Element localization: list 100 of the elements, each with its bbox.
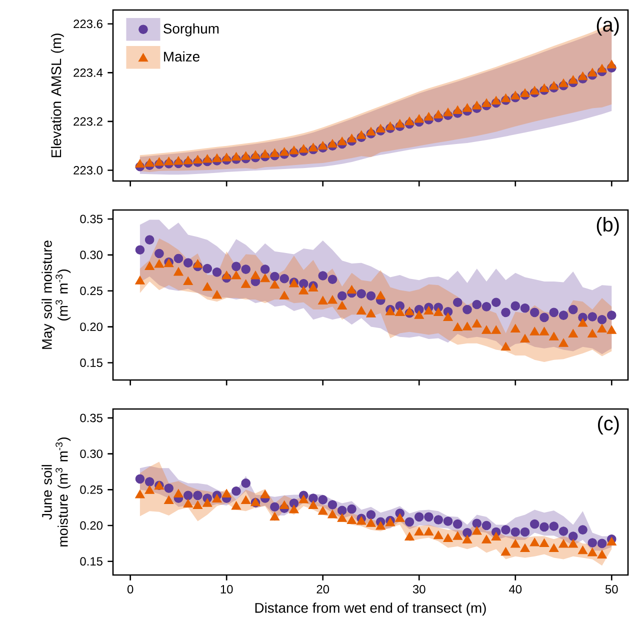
point [491, 96, 501, 104]
point [558, 526, 568, 536]
point [346, 134, 357, 142]
point [549, 308, 559, 318]
point [434, 515, 444, 524]
point [183, 499, 193, 508]
point [328, 274, 338, 284]
point [510, 324, 520, 332]
point [606, 310, 616, 320]
point [193, 490, 202, 500]
point [202, 282, 212, 291]
point [232, 486, 241, 496]
y-tick-label: 0.20 [80, 322, 103, 332]
legend-label: Maize [164, 51, 200, 62]
point [482, 325, 492, 334]
y-tick-label: 0.15 [80, 358, 102, 367]
point [144, 477, 154, 486]
point [308, 500, 318, 509]
point [472, 526, 482, 535]
y-tick-label: 223.6 [74, 20, 102, 28]
point [174, 254, 184, 264]
point [501, 525, 510, 534]
point [212, 290, 222, 299]
point [231, 501, 242, 510]
point [606, 537, 617, 546]
point [222, 489, 232, 498]
point [539, 84, 550, 92]
point [202, 264, 212, 274]
point [183, 490, 193, 500]
point [347, 504, 356, 514]
point [414, 527, 424, 536]
point [452, 322, 462, 332]
point [366, 308, 376, 318]
point [539, 538, 550, 547]
point [588, 329, 598, 338]
point [549, 544, 559, 552]
point [328, 139, 338, 148]
point [597, 324, 607, 332]
point [549, 81, 559, 90]
point [520, 334, 530, 343]
point [298, 279, 308, 288]
point [328, 510, 338, 518]
point [404, 517, 414, 527]
point [222, 152, 232, 162]
point [240, 495, 251, 504]
point [510, 301, 520, 311]
point [346, 516, 357, 524]
point [135, 159, 145, 168]
point [578, 525, 588, 534]
point [356, 516, 366, 525]
point [491, 298, 501, 308]
point [462, 103, 472, 112]
y-axis-title: Elevation AMSL (m) [50, 34, 64, 158]
point [212, 268, 222, 277]
point [443, 533, 453, 542]
point [588, 312, 598, 322]
point [164, 484, 174, 493]
point [443, 108, 453, 116]
point [154, 248, 164, 258]
point [414, 512, 424, 522]
point [164, 495, 174, 504]
point [424, 512, 434, 522]
point [578, 72, 588, 80]
y-axis-title: June soil moisture (m$^{3}$ m$^{-3}$) [42, 438, 71, 546]
point [520, 544, 530, 552]
point [568, 539, 578, 548]
point [597, 314, 607, 324]
point [482, 98, 492, 107]
point [452, 519, 462, 529]
point [500, 94, 511, 102]
point [135, 490, 145, 498]
y-tick-label: 0.20 [80, 521, 103, 530]
point [558, 539, 568, 548]
point [318, 296, 328, 304]
point [135, 474, 145, 484]
x-tick-label: 30 [412, 585, 426, 594]
point [183, 276, 193, 286]
point [260, 264, 270, 274]
point [240, 151, 251, 160]
point [462, 304, 472, 314]
point [154, 259, 164, 268]
point [597, 64, 607, 73]
point [568, 75, 578, 84]
point [183, 258, 193, 268]
point [212, 494, 222, 503]
point [260, 274, 270, 282]
point [270, 502, 280, 512]
point [501, 308, 510, 318]
point [328, 295, 338, 304]
point [472, 518, 482, 528]
point [270, 280, 280, 289]
point [395, 513, 405, 522]
point [395, 307, 405, 316]
point [298, 494, 308, 504]
point [491, 532, 501, 541]
point [462, 534, 472, 544]
point [232, 262, 241, 272]
y-tick-label: 0.15 [80, 557, 102, 566]
x-tick-label: 10 [220, 585, 233, 594]
point [231, 152, 242, 161]
